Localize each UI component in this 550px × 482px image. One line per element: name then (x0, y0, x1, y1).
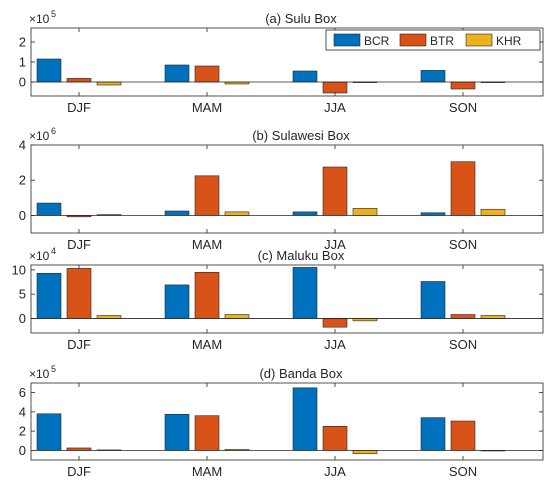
x-tick-label: DJF (67, 237, 91, 252)
x-tick-label: MAM (192, 464, 222, 479)
x-tick-label: JJA (324, 337, 346, 352)
y-tick-label: 4 (19, 138, 26, 153)
bar-btr-son (450, 314, 476, 319)
bar-khr-jja (352, 208, 378, 216)
x-tick-label: SON (449, 464, 477, 479)
bar-btr-mam (194, 415, 220, 451)
x-tick-label: SON (449, 100, 477, 115)
bar-bcr-jja (292, 211, 318, 216)
y-tick-label: 4 (19, 404, 26, 419)
panel-title: (d) Banda Box (259, 366, 343, 381)
panel-1: 0 1 2 DJF MAM JJA SON (a) Sulu Box ×10 5 (19, 9, 544, 115)
bar-bcr-son (420, 70, 446, 83)
exponent-power: 5 (51, 9, 56, 19)
panel-4: 0 2 4 6 DJF MAM JJA SON (d) Banda Box ×10 5 (19, 364, 544, 479)
bar-khr-mam (224, 211, 250, 216)
bar-bcr-djf (36, 413, 62, 451)
legend-swatch-bcr (333, 33, 361, 47)
y-tick-label: 0 (19, 443, 26, 458)
bar-bcr-jja (292, 70, 318, 83)
bar-bcr-djf (36, 272, 62, 319)
y-tick-label: 5 (19, 287, 26, 302)
bar-bcr-jja (292, 387, 318, 451)
bar-bcr-son (420, 417, 446, 451)
bar-btr-son (450, 420, 476, 451)
panel-title: (b) Sulawesi Box (252, 128, 350, 143)
bar-bcr-jja (292, 267, 318, 319)
panel-title: (a) Sulu Box (265, 11, 337, 26)
y-tick-label: 2 (19, 173, 26, 188)
bar-khr-djf (96, 81, 122, 86)
x-tick-label: MAM (192, 337, 222, 352)
panel-title: (c) Maluku Box (258, 248, 345, 263)
y-tick-label: 10 (12, 262, 26, 277)
legend-swatch-khr (465, 33, 493, 47)
bar-btr-mam (194, 65, 220, 83)
bar-btr-son (450, 81, 476, 90)
bar-btr-jja (322, 81, 348, 94)
x-tick-label: MAM (192, 100, 222, 115)
legend: BCR BTR KHR (325, 29, 541, 51)
bar-btr-jja (322, 166, 348, 216)
bar-btr-jja (322, 426, 348, 451)
y-tick-label: 0 (19, 75, 26, 90)
y-tick-label: 2 (19, 424, 26, 439)
x-tick-label: DJF (67, 464, 91, 479)
y-tick-label: 0 (19, 208, 26, 223)
bar-khr-jja (352, 450, 378, 455)
bar-btr-djf (66, 78, 92, 83)
bar-bcr-mam (164, 284, 190, 319)
legend-label-btr: BTR (430, 34, 454, 48)
x-tick-label: JJA (324, 464, 346, 479)
x-tick-label: DJF (67, 337, 91, 352)
exponent-power: 5 (51, 364, 56, 374)
legend-label-khr: KHR (496, 34, 522, 48)
panel-3: 0 5 10 DJF MAM JJA SON (c) Maluku Box ×10 4 (12, 246, 544, 352)
bar-bcr-son (420, 281, 446, 319)
x-tick-label: MAM (192, 237, 222, 252)
axes-box (30, 264, 544, 334)
y-tick-label: 1 (19, 55, 26, 70)
bar-khr-djf (96, 315, 122, 319)
bar-khr-son (480, 208, 506, 216)
y-tick-label: 2 (19, 35, 26, 50)
legend-label-bcr: BCR (364, 34, 390, 48)
bar-bcr-djf (36, 58, 62, 83)
bar-btr-djf (66, 268, 92, 319)
bar-bcr-mam (164, 64, 190, 83)
exponent-label: ×10 (29, 129, 50, 143)
bar-khr-mam (224, 314, 250, 319)
bar-btr-mam (194, 175, 220, 216)
bar-bcr-djf (36, 202, 62, 216)
panel-2: 0 2 4 DJF MAM JJA SON (b) Sulawesi Box ×10 6 (19, 126, 544, 252)
bar-btr-jja (322, 318, 348, 328)
x-tick-label: SON (449, 237, 477, 252)
exponent-label: ×10 (29, 249, 50, 263)
bar-bcr-mam (164, 210, 190, 216)
exponent-label: ×10 (29, 367, 50, 381)
exponent-power: 6 (51, 126, 56, 136)
legend-swatch-btr (399, 33, 427, 47)
x-tick-label: SON (449, 337, 477, 352)
y-tick-label: 0 (19, 311, 26, 326)
exponent-label: ×10 (29, 12, 50, 26)
exponent-power: 4 (51, 246, 56, 256)
x-tick-label: JJA (324, 100, 346, 115)
bar-bcr-mam (164, 413, 190, 451)
y-tick-label: 6 (19, 385, 26, 400)
bar-btr-mam (194, 271, 220, 319)
x-tick-label: JJA (324, 237, 346, 252)
bar-btr-son (450, 161, 476, 216)
x-tick-label: DJF (67, 100, 91, 115)
bar-khr-son (480, 315, 506, 319)
